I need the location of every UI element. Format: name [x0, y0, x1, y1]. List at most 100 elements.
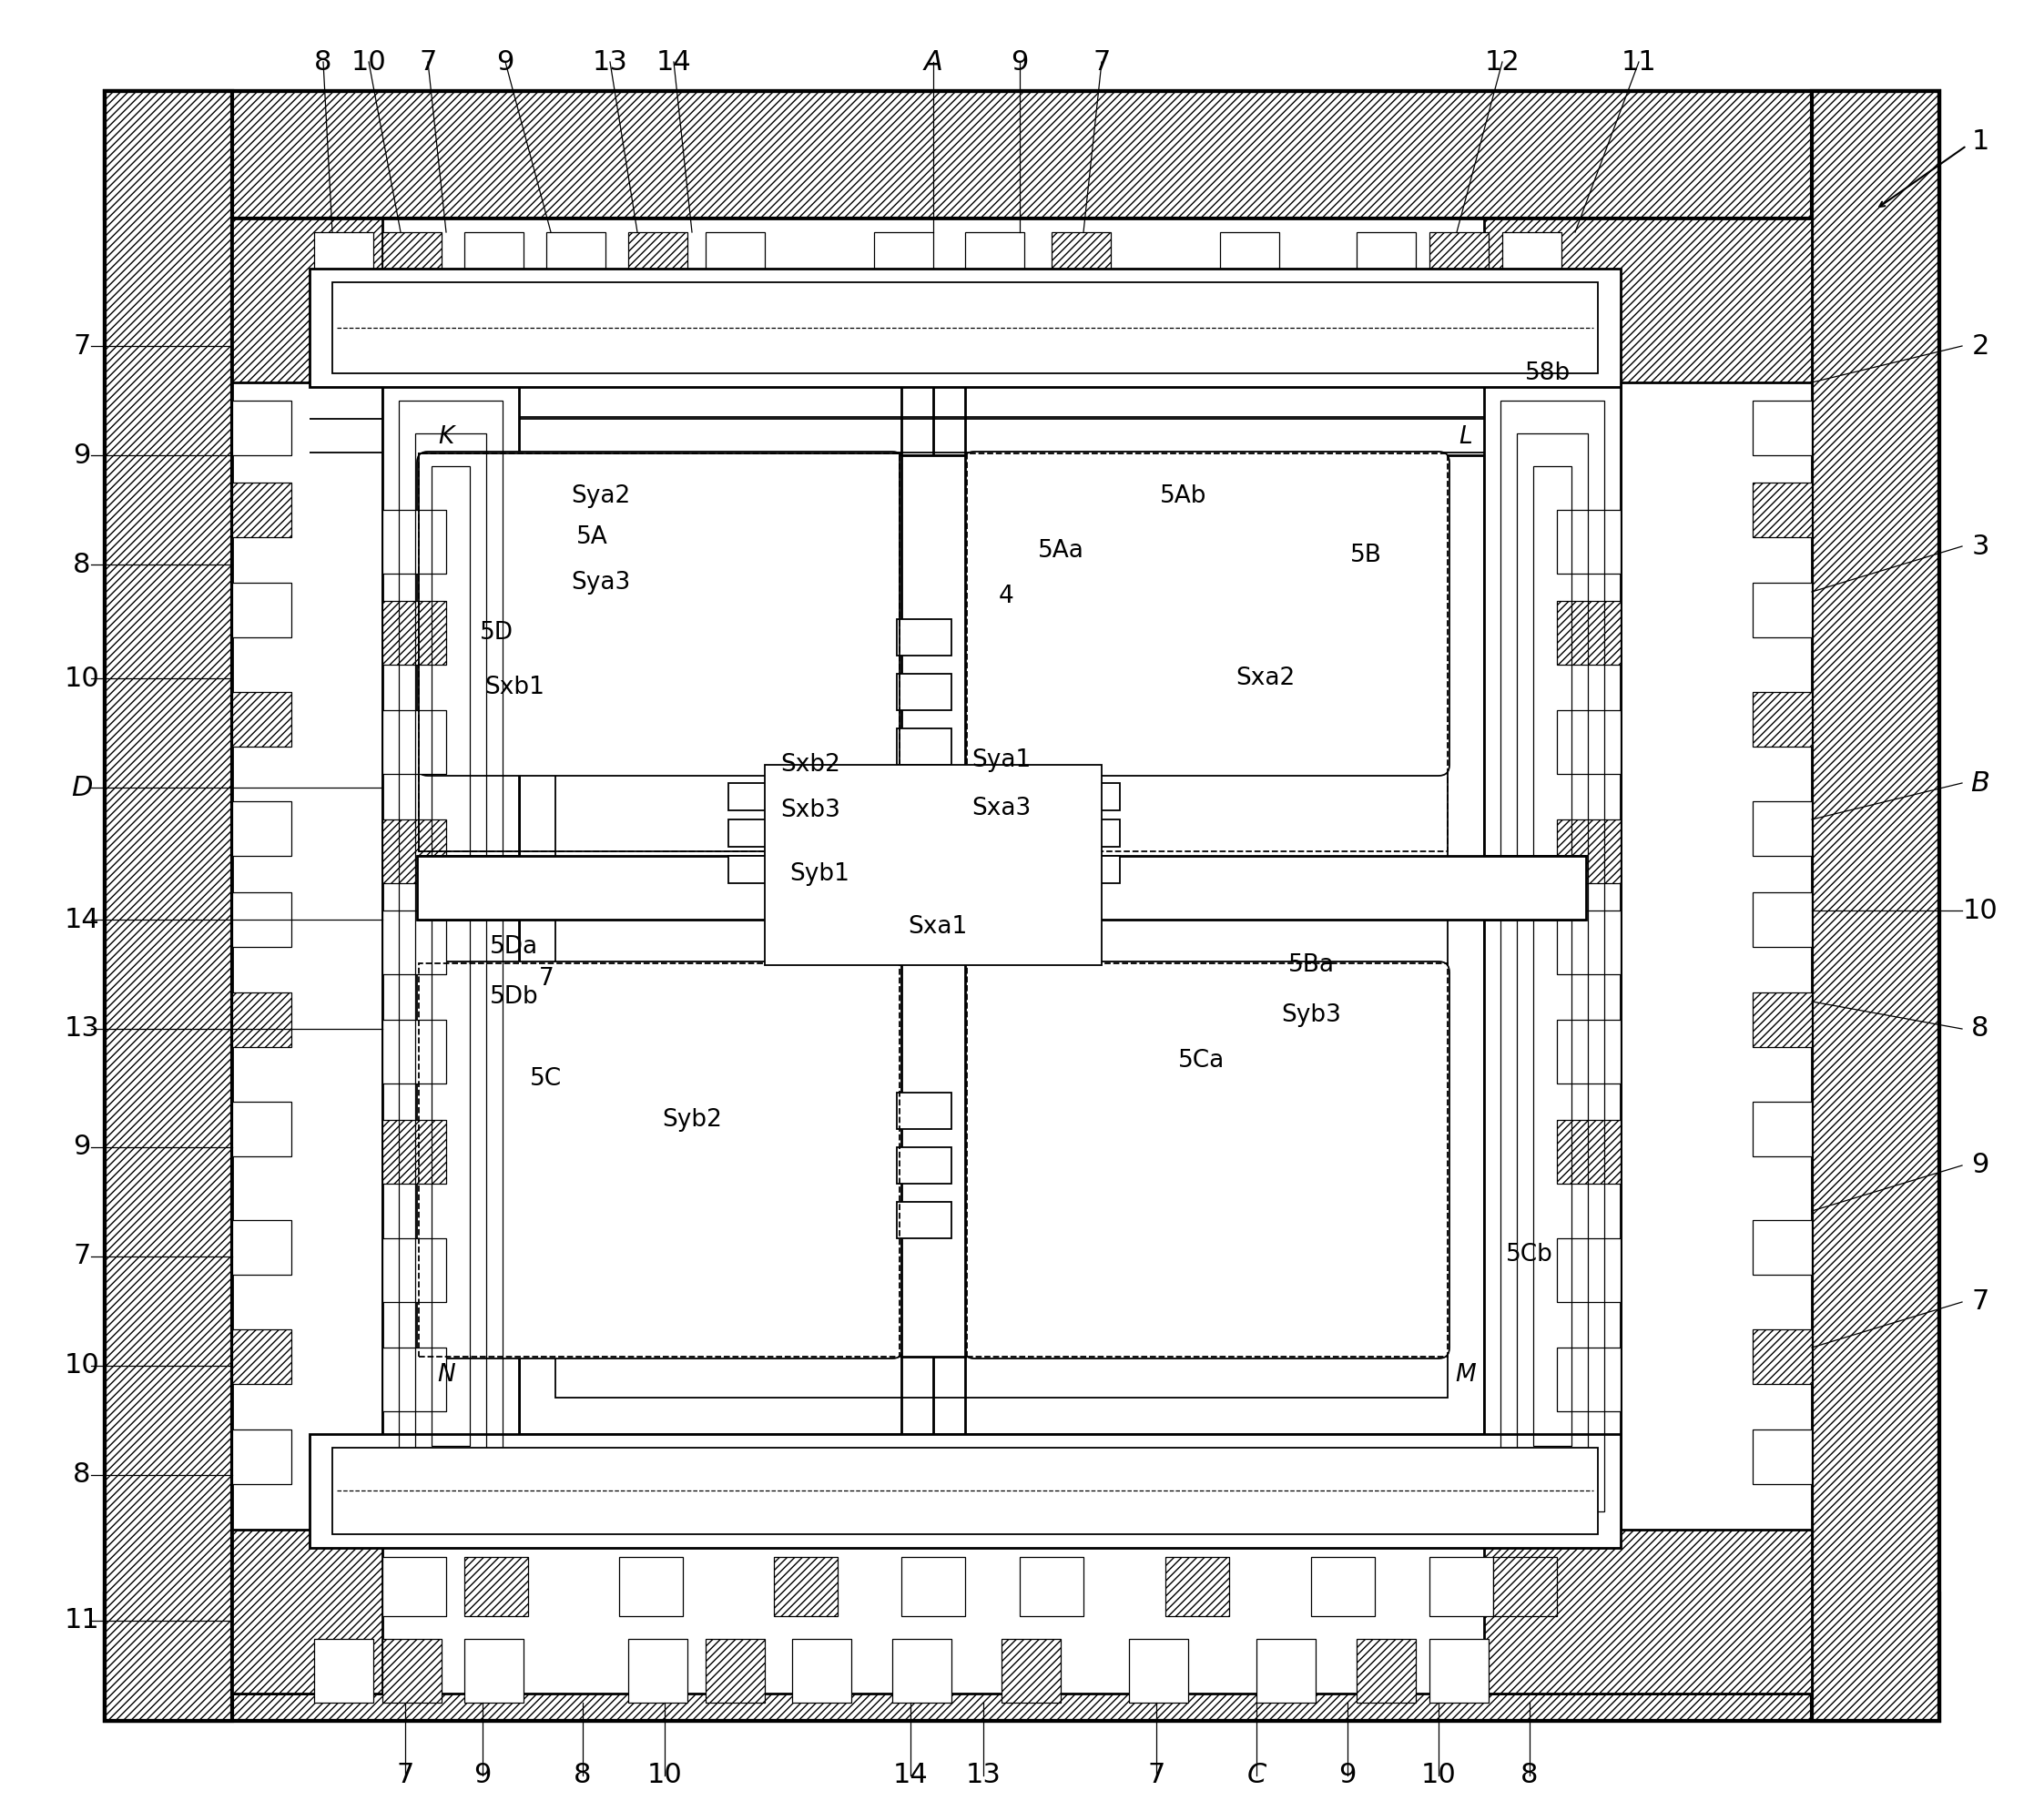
Text: 7: 7: [397, 1762, 415, 1789]
Bar: [1310, 1557, 1376, 1615]
Text: 10: 10: [1962, 896, 1997, 924]
Text: Sxa1: Sxa1: [908, 915, 967, 938]
Bar: [1558, 511, 1621, 574]
Bar: [1752, 1101, 1811, 1157]
Text: Sxb3: Sxb3: [781, 799, 840, 822]
Text: Syb1: Syb1: [789, 862, 850, 886]
Bar: [705, 1639, 764, 1702]
Bar: [399, 400, 503, 1512]
Text: 7: 7: [1094, 49, 1110, 74]
Bar: [419, 453, 899, 851]
Bar: [1502, 232, 1562, 295]
Text: Sxa3: Sxa3: [971, 797, 1032, 820]
Bar: [1752, 893, 1811, 947]
Text: N: N: [437, 1364, 456, 1387]
Text: 12: 12: [1484, 49, 1521, 74]
Text: Sxa2: Sxa2: [1237, 666, 1296, 690]
Text: 9: 9: [74, 442, 90, 469]
Bar: [233, 482, 292, 538]
Bar: [382, 601, 446, 665]
Bar: [519, 455, 1484, 1434]
Bar: [1558, 1239, 1621, 1302]
Bar: [382, 511, 446, 574]
Bar: [1558, 601, 1621, 665]
Bar: [315, 232, 374, 295]
Bar: [233, 219, 382, 382]
Bar: [417, 857, 1586, 920]
Bar: [382, 1119, 446, 1184]
Bar: [897, 1203, 950, 1239]
Text: D: D: [72, 775, 92, 800]
Bar: [382, 1347, 446, 1411]
Bar: [965, 232, 1024, 295]
Bar: [1429, 1639, 1488, 1702]
Bar: [1752, 1221, 1811, 1275]
Bar: [1558, 1020, 1621, 1083]
Bar: [775, 1557, 838, 1615]
Bar: [728, 819, 783, 848]
Bar: [382, 1639, 442, 1702]
Bar: [1357, 1639, 1416, 1702]
FancyBboxPatch shape: [963, 962, 1449, 1358]
Text: 10: 10: [63, 665, 100, 692]
Text: 13: 13: [965, 1762, 1002, 1789]
Text: 9: 9: [1339, 1762, 1357, 1789]
Bar: [1065, 782, 1120, 810]
Text: 1: 1: [1972, 129, 1989, 154]
Text: 8: 8: [315, 49, 331, 74]
Bar: [1020, 1557, 1083, 1615]
Text: 5Cb: 5Cb: [1506, 1242, 1553, 1266]
Text: 5A: 5A: [576, 525, 607, 549]
Text: 9: 9: [474, 1762, 491, 1789]
Bar: [309, 1434, 1621, 1548]
Bar: [382, 1020, 446, 1083]
Bar: [1494, 1557, 1558, 1615]
Bar: [233, 800, 292, 857]
Bar: [382, 382, 519, 1530]
Bar: [1558, 710, 1621, 773]
Text: 7: 7: [74, 1244, 90, 1270]
Text: 5C: 5C: [529, 1067, 562, 1090]
Bar: [419, 963, 899, 1356]
Bar: [417, 417, 1586, 1496]
Bar: [1065, 819, 1120, 848]
Text: Sxb2: Sxb2: [781, 753, 840, 777]
Bar: [1558, 819, 1621, 884]
Bar: [315, 1639, 374, 1702]
Text: C: C: [1247, 1762, 1265, 1789]
Text: 7: 7: [1972, 1289, 1989, 1315]
Bar: [1811, 91, 1940, 1720]
Bar: [1752, 992, 1811, 1047]
Bar: [875, 232, 934, 295]
Bar: [104, 91, 233, 1720]
Bar: [1429, 232, 1488, 295]
Bar: [1484, 219, 1811, 382]
Bar: [1002, 1639, 1061, 1702]
Bar: [233, 1101, 292, 1157]
Bar: [309, 268, 1621, 388]
Bar: [1752, 482, 1811, 538]
Text: 7: 7: [540, 967, 554, 991]
Bar: [1752, 1429, 1811, 1485]
Bar: [233, 992, 292, 1047]
Bar: [897, 1146, 950, 1184]
Bar: [897, 728, 950, 764]
Text: 8: 8: [1521, 1762, 1539, 1789]
Bar: [233, 1329, 292, 1384]
Text: K: K: [437, 426, 454, 449]
Text: M: M: [1455, 1364, 1476, 1387]
Bar: [382, 382, 1621, 1530]
Bar: [233, 1429, 292, 1485]
Text: 9: 9: [497, 49, 515, 74]
Text: 5Da: 5Da: [491, 934, 540, 958]
Bar: [1752, 800, 1811, 857]
Bar: [104, 91, 1940, 219]
Bar: [1257, 1639, 1316, 1702]
Bar: [431, 465, 470, 1445]
Bar: [382, 911, 446, 974]
Bar: [233, 692, 292, 746]
Bar: [728, 782, 783, 810]
Bar: [1500, 400, 1605, 1512]
Text: 9: 9: [1012, 49, 1028, 74]
Bar: [382, 232, 442, 295]
